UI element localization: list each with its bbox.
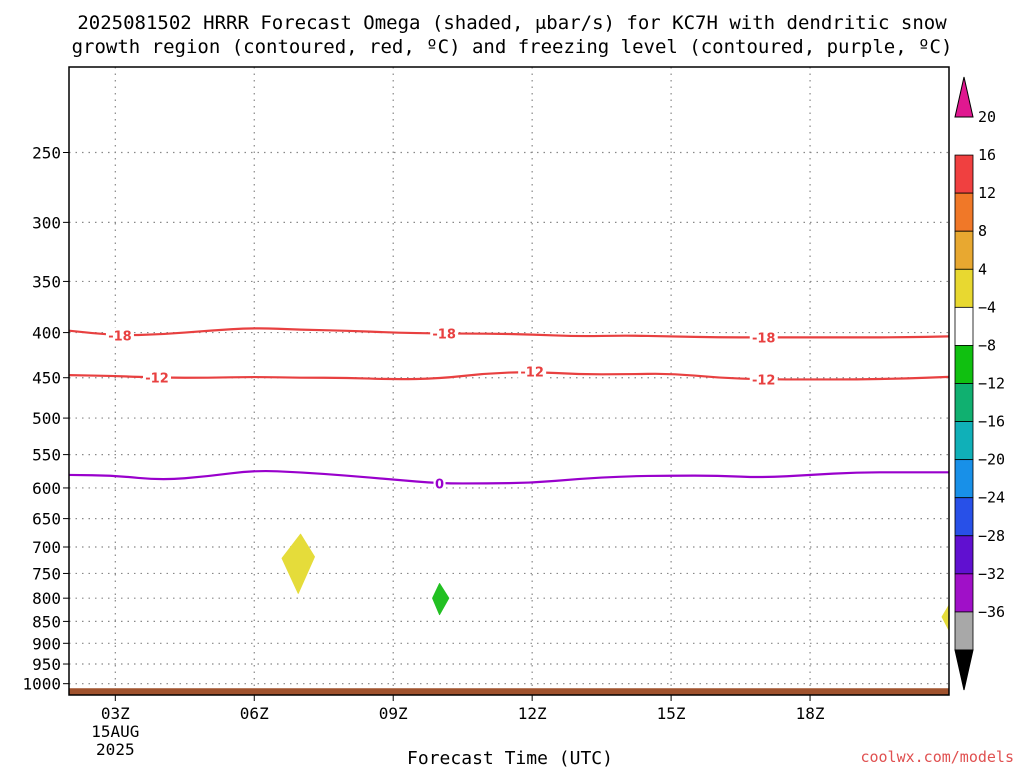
- time-tick-label: 03Z: [101, 704, 130, 723]
- contour-label: -18: [752, 331, 776, 346]
- omega-shaded-cell: [941, 604, 950, 631]
- colorbar-segment: [954, 497, 974, 537]
- pressure-tick-label: 550: [32, 446, 61, 465]
- colorbar-segment: [954, 383, 974, 422]
- colorbar-segment: [954, 459, 974, 499]
- pressure-tick-label: 800: [32, 589, 61, 608]
- colorbar-label: 20: [978, 108, 996, 126]
- colorbar-label: −36: [978, 603, 1005, 621]
- contour-line: [68, 469, 949, 485]
- colorbar-segment: [954, 345, 974, 384]
- plot-frame: [68, 66, 950, 696]
- pressure-tick-label: 750: [32, 564, 61, 583]
- pressure-tick-label: 400: [32, 324, 61, 343]
- colorbar-label: 16: [978, 146, 996, 164]
- contour-line: [68, 371, 950, 381]
- colorbar-label: −12: [978, 375, 1005, 393]
- omega-shading: [281, 533, 950, 631]
- colorbar-segment: [954, 573, 974, 613]
- contour-label: -12: [520, 366, 544, 381]
- time-tick-label: 12Z: [518, 704, 547, 723]
- colorbar-label: −20: [978, 451, 1005, 469]
- contour-label-bg: [749, 371, 778, 388]
- pressure-tick-label: 350: [32, 272, 61, 291]
- colorbar-segment: [954, 611, 974, 651]
- time-tick-label: 18Z: [796, 704, 825, 723]
- colorbar-label: −8: [978, 336, 996, 354]
- colorbar-segment: [954, 192, 974, 232]
- ground-bar: [69, 688, 949, 695]
- omega-colorbar: 20 16 12 8 4 −4 −8 −12 −16 −20 −24 −28 −32 −36: [954, 76, 1005, 691]
- time-tick-date: 15AUG: [91, 722, 139, 741]
- colorbar-label: −16: [978, 413, 1005, 431]
- contour-label: -12: [145, 372, 169, 387]
- credit-link[interactable]: coolwx.com/models: [860, 748, 1014, 766]
- contour-label-bg: [518, 363, 547, 380]
- colorbar-label: −28: [978, 527, 1005, 545]
- colorbar-max-arrow: [954, 76, 974, 118]
- temperature-contours: -18 -18 -18 -12 -12 -12 0: [68, 325, 950, 492]
- contour-label: 0: [435, 477, 444, 492]
- colorbar-label: −32: [978, 565, 1005, 583]
- pressure-tick-label: 250: [32, 143, 61, 162]
- contour-label-bg: [105, 327, 134, 344]
- colorbar-segment: [954, 306, 974, 346]
- pressure-tick-label: 650: [32, 510, 61, 529]
- pressure-tick-label: 300: [32, 213, 61, 232]
- x-axis-title: Forecast Time (UTC): [407, 748, 613, 768]
- omega-shaded-cell: [281, 533, 315, 594]
- omega-shaded-cell: [432, 583, 450, 616]
- pressure-tick-label: 850: [32, 612, 61, 631]
- contour-label-bg: [433, 475, 446, 492]
- colorbar-min-arrow: [954, 649, 974, 691]
- pressure-tick-label: 700: [32, 538, 61, 557]
- plot-grid: [69, 67, 949, 695]
- time-tick-label: 06Z: [240, 704, 269, 723]
- chart-title-line-2: growth region (contoured, red, ºC) and f…: [72, 36, 953, 58]
- pressure-tick-label: 600: [32, 479, 61, 498]
- colorbar-label: 8: [978, 222, 987, 240]
- colorbar-segment: [954, 154, 974, 194]
- ground-layer: [69, 688, 949, 695]
- colorbar-segment: [954, 535, 974, 575]
- pressure-tick-label: 500: [32, 409, 61, 428]
- pressure-tick-label: 950: [32, 655, 61, 674]
- colorbar-segment: [954, 268, 974, 308]
- contour-label-bg: [430, 325, 459, 342]
- colorbar-segment: [954, 421, 974, 461]
- colorbar-label: −24: [978, 489, 1005, 507]
- contour-label-bg: [143, 369, 171, 386]
- pressure-tick-label: 1000: [22, 675, 61, 694]
- time-tick-year: 2025: [96, 740, 135, 759]
- colorbar-label: −4: [978, 298, 996, 316]
- colorbar-label: 4: [978, 260, 987, 278]
- pressure-tick-label: 900: [32, 634, 61, 653]
- colorbar-segment: [954, 230, 974, 270]
- pressure-tick-label: 450: [32, 369, 61, 388]
- contour-label-bg: [749, 329, 778, 346]
- chart-title-line-1: 2025081502 HRRR Forecast Omega (shaded, …: [77, 12, 947, 34]
- pressure-axis: 250 300 350 400 450 500 550 600 650 700 750 800 850 9…: [22, 143, 69, 694]
- contour-line: [68, 327, 950, 339]
- contour-label: -18: [432, 328, 456, 343]
- contour-label: -18: [108, 329, 132, 344]
- time-tick-label: 15Z: [657, 704, 686, 723]
- contour-label: -12: [752, 373, 776, 388]
- time-tick-label: 09Z: [379, 704, 408, 723]
- colorbar-label: 12: [978, 184, 996, 202]
